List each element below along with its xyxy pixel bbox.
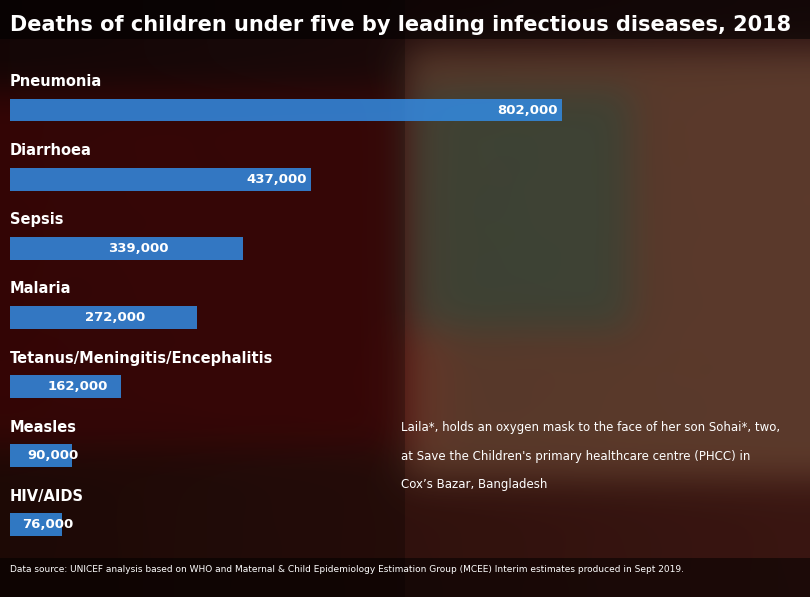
Text: Data source: UNICEF analysis based on WHO and Maternal & Child Epidemiology Esti: Data source: UNICEF analysis based on WH… <box>10 565 684 574</box>
Text: Tetanus/Meningitis/Encephalitis: Tetanus/Meningitis/Encephalitis <box>10 350 273 365</box>
Text: 162,000: 162,000 <box>48 380 108 393</box>
Bar <box>10 444 72 467</box>
Text: Measles: Measles <box>10 420 77 435</box>
Text: Diarrhoea: Diarrhoea <box>10 143 92 158</box>
Bar <box>10 237 243 260</box>
Text: 90,000: 90,000 <box>28 449 79 462</box>
Text: at Save the Children's primary healthcare centre (PHCC) in: at Save the Children's primary healthcar… <box>401 450 750 463</box>
Bar <box>0 558 810 597</box>
Text: Sepsis: Sepsis <box>10 213 63 227</box>
Text: 437,000: 437,000 <box>246 173 307 186</box>
Bar <box>10 306 197 329</box>
Bar <box>10 168 311 190</box>
Text: HIV/AIDS: HIV/AIDS <box>10 489 83 504</box>
Text: Malaria: Malaria <box>10 281 71 297</box>
Text: 76,000: 76,000 <box>23 518 74 531</box>
Bar <box>10 99 562 121</box>
Bar <box>0 0 405 597</box>
Text: Deaths of children under five by leading infectious diseases, 2018: Deaths of children under five by leading… <box>10 15 791 35</box>
Bar <box>10 375 121 398</box>
Text: Pneumonia: Pneumonia <box>10 74 102 89</box>
Text: Laila*, holds an oxygen mask to the face of her son Sohai*, two,: Laila*, holds an oxygen mask to the face… <box>401 421 780 434</box>
Text: 339,000: 339,000 <box>109 242 169 255</box>
Text: Cox’s Bazar, Bangladesh: Cox’s Bazar, Bangladesh <box>401 478 548 491</box>
Text: 272,000: 272,000 <box>85 311 146 324</box>
Text: 802,000: 802,000 <box>497 104 558 116</box>
Bar <box>0 0 810 39</box>
Bar <box>10 513 62 536</box>
